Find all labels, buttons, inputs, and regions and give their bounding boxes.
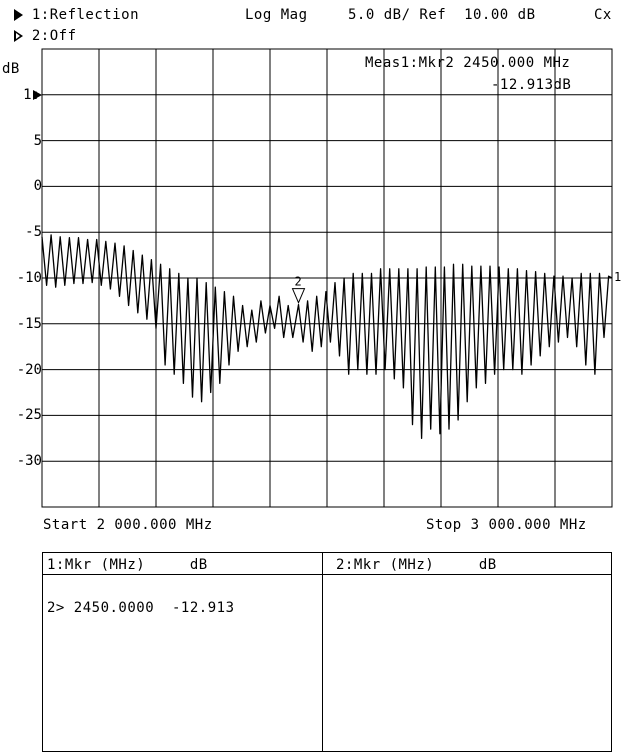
marker-layer: 2 [291,275,306,304]
y-tick-label: -30 [16,453,42,470]
table-row[interactable]: 2> 2450.0000 -12.913 [47,600,235,616]
plot-grid [41,48,613,508]
table-header-rule [43,574,611,575]
y-tick-label: -25 [16,407,42,424]
ch1-marker-header: 1:Mkr (MHz) dB [47,557,208,573]
channel2-inactive-arrow-icon [14,30,23,42]
measurement-line-2: -12.913dB [491,77,572,93]
y-unit-label: dB [2,61,20,77]
start-frequency-label: Start 2 000.000 MHz [43,517,213,533]
ch2-marker-header: 2:Mkr (MHz) dB [336,557,497,573]
y-tick-label: 0 [33,178,42,195]
y-tick-label: -5 [25,224,42,241]
measurement-line-1: Meas1:Mkr2 2450.000 MHz [365,55,571,71]
reference-arrow-icon [33,89,42,100]
y-tick-label: -10 [16,270,42,286]
channel1-label[interactable]: 1:Reflection [31,7,140,23]
y-tick-label: -15 [16,315,42,332]
channel1-active-arrow-icon [14,9,23,21]
trace-end-label: 1 [614,270,621,284]
table-divider [322,553,323,751]
cx-label: Cx [594,7,612,23]
trace-line [41,234,613,439]
marker-table: 1:Mkr (MHz) dB 2:Mkr (MHz) dB 2> 2450.00… [42,552,612,752]
trace-layer: 1 [41,234,621,439]
marker-triangle-icon [291,288,306,304]
stop-frequency-label: Stop 3 000.000 MHz [426,517,587,533]
y-tick-label: -20 [16,361,42,378]
format-label: Log Mag [245,7,308,23]
scale-label: 5.0 dB/ Ref 10.00 dB [348,7,536,23]
y-tick-label: 5 [33,132,42,149]
channel2-label[interactable]: 2:Off [31,28,77,44]
marker-number-label: 2 [295,275,302,289]
